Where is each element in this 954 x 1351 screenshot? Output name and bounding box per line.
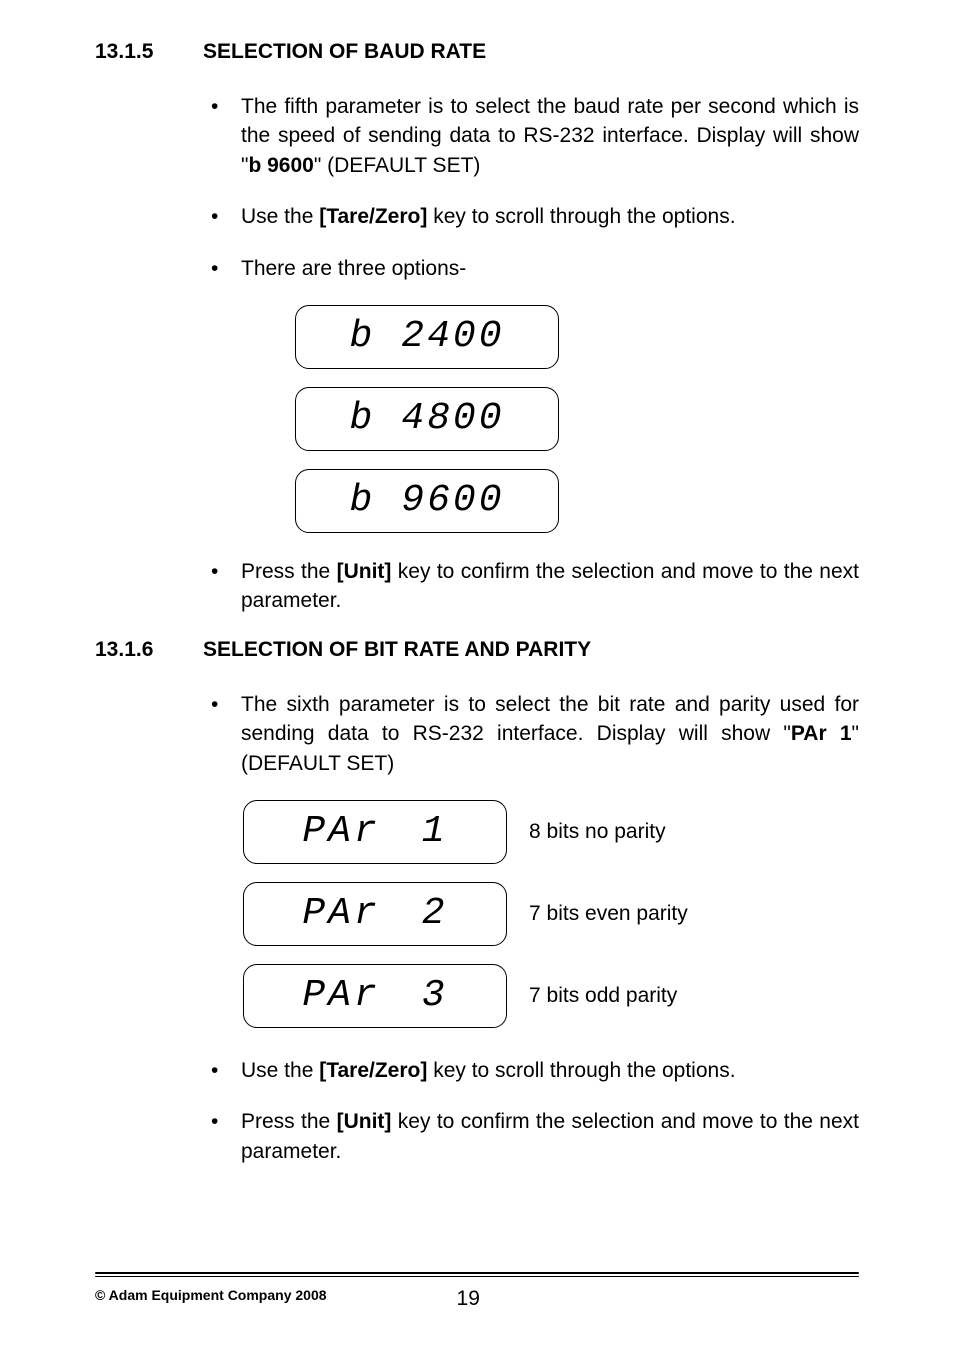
code: PAr 1 [791,722,852,745]
section-heading-baud: 13.1.5 SELECTION OF BAUD RATE [95,40,859,64]
footer-text-row: © Adam Equipment Company 2008 19 [95,1287,859,1311]
page-footer: © Adam Equipment Company 2008 19 [95,1272,859,1311]
lcd-value: 9600 [401,479,504,522]
lcd-option-4800: b 4800 [295,387,559,451]
parity-bullet-list: The sixth parameter is to select the bit… [203,690,859,778]
lcd-option-par2: PAr 2 [243,882,507,946]
lcd-option-par1: PAr 1 [243,800,507,864]
baud-para-3: There are three options- [203,254,859,283]
baud-bullet-list: The fifth parameter is to select the bau… [203,92,859,283]
section-title: SELECTION OF BIT RATE AND PARITY [203,638,591,662]
parity-bullet-list-2: Use the [Tare/Zero] key to scroll throug… [203,1056,859,1166]
lcd-label: 7 bits even parity [529,902,688,926]
text: " (DEFAULT SET) [314,154,481,177]
key-name: [Tare/Zero] [319,205,427,228]
lcd-prefix: PAr [302,892,379,935]
lcd-prefix: PAr [302,810,379,853]
baud-para-4: Press the [Unit] key to confirm the sele… [203,557,859,616]
baud-bullet-list-2: Press the [Unit] key to confirm the sele… [203,557,859,616]
lcd-value: 1 [422,810,448,853]
parity-lcd-options: PAr 1 8 bits no parity PAr 2 7 bits even… [243,800,859,1028]
lcd-value: 4800 [401,397,504,440]
key-name: [Unit] [337,1110,392,1133]
section-number: 13.1.5 [95,40,203,64]
lcd-option-par3: PAr 3 [243,964,507,1028]
footer-rule-thick [95,1272,859,1274]
lcd-value: 2400 [401,315,504,358]
text: key to scroll through the options. [427,205,735,228]
lcd-prefix: PAr [302,974,379,1017]
lcd-row-par1: PAr 1 8 bits no parity [243,800,859,864]
footer-rule-thin [95,1276,859,1277]
baud-para-2: Use the [Tare/Zero] key to scroll throug… [203,202,859,231]
code: b 9600 [248,154,313,177]
copyright-text: © Adam Equipment Company 2008 [95,1287,327,1311]
lcd-option-2400: b 2400 [295,305,559,369]
page-number: 19 [457,1287,480,1311]
text: The sixth parameter is to select the bit… [241,693,859,745]
lcd-label: 8 bits no parity [529,820,666,844]
lcd-prefix: b [349,479,375,522]
lcd-prefix: b [349,315,375,358]
text: Use the [241,1059,319,1082]
section-title: SELECTION OF BAUD RATE [203,40,486,64]
text: There are three options- [241,257,466,280]
baud-para-1: The fifth parameter is to select the bau… [203,92,859,180]
lcd-value: 3 [422,974,448,1017]
lcd-value: 2 [422,892,448,935]
parity-para-3: Press the [Unit] key to confirm the sele… [203,1107,859,1166]
text: Press the [241,560,337,583]
section-number: 13.1.6 [95,638,203,662]
section-heading-parity: 13.1.6 SELECTION OF BIT RATE AND PARITY [95,638,859,662]
key-name: [Tare/Zero] [319,1059,427,1082]
parity-para-2: Use the [Tare/Zero] key to scroll throug… [203,1056,859,1085]
lcd-row-par3: PAr 3 7 bits odd parity [243,964,859,1028]
lcd-option-9600: b 9600 [295,469,559,533]
text: Use the [241,205,319,228]
text: Press the [241,1110,337,1133]
lcd-prefix: b [349,397,375,440]
parity-para-1: The sixth parameter is to select the bit… [203,690,859,778]
text: key to scroll through the options. [427,1059,735,1082]
lcd-row-par2: PAr 2 7 bits even parity [243,882,859,946]
baud-lcd-options: b 2400 b 4800 b 9600 [295,305,859,533]
key-name: [Unit] [337,560,392,583]
lcd-label: 7 bits odd parity [529,984,677,1008]
